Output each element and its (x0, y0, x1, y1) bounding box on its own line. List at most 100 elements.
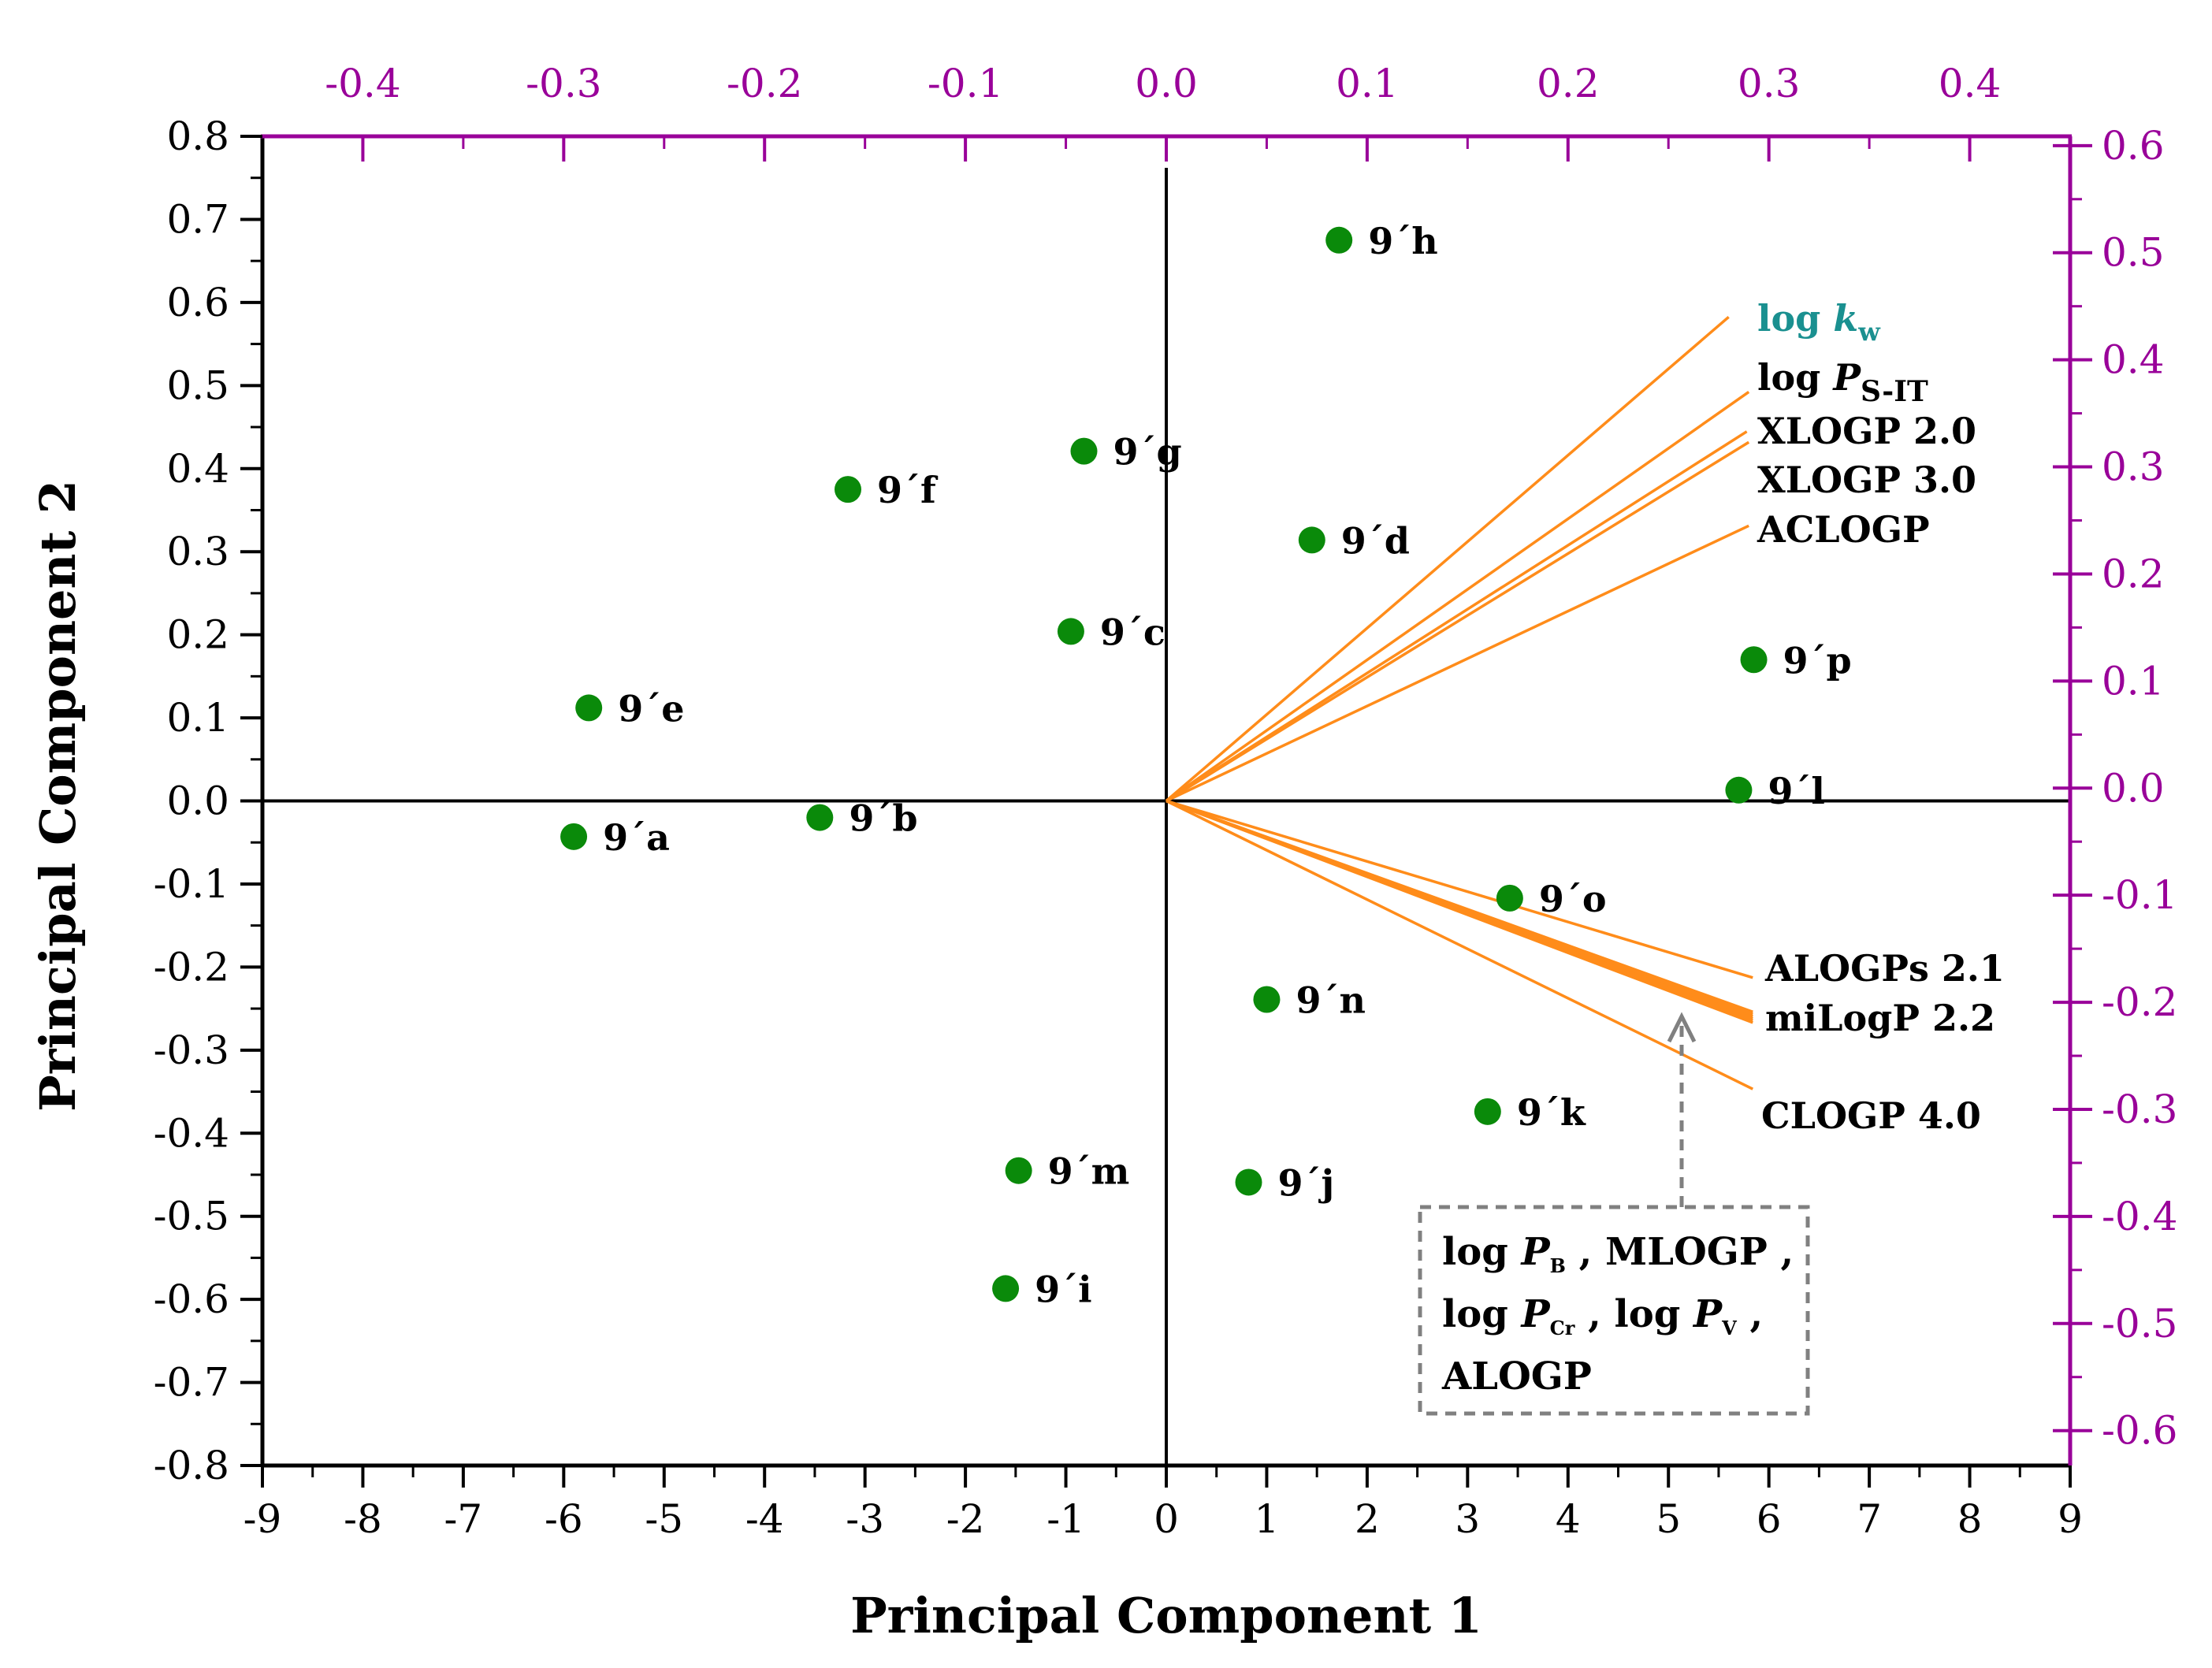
top-tick-label: -0.2 (727, 61, 802, 106)
x-tick-label: 2 (1355, 1496, 1380, 1542)
score-point-label: 9´o (1539, 878, 1607, 920)
label-log-kw: log kw (1757, 297, 1881, 347)
x-tick-label: 1 (1255, 1496, 1280, 1542)
y-tick-label: -0.7 (154, 1360, 229, 1406)
annotation-box (1418, 1205, 1810, 1416)
loading-vector (1165, 440, 1750, 802)
right-tick-label: 0.3 (2102, 444, 2165, 490)
loading-vector (1165, 799, 1753, 979)
right-tick-label: 0.6 (2102, 123, 2165, 169)
label-log-psit: log PS-IT (1757, 356, 1928, 408)
score-point-label: 9´l (1768, 770, 1824, 812)
y-tick-label: 0.5 (166, 362, 229, 408)
top-tick-label: 0.0 (1135, 61, 1198, 106)
right-tick-label: 0.5 (2102, 230, 2165, 276)
x-tick-label: -1 (1047, 1496, 1085, 1542)
score-points: 9´a 9´b 9´c 9´d 9´e 9´f 9´g 9´h 9´i 9´j 9´k 9´l 9´m 9… (560, 220, 1852, 1310)
right-tick-label: 0.1 (2102, 658, 2165, 704)
x-tick-label: 9 (2058, 1496, 2083, 1542)
y-axis-title: Principal Component 2 (29, 480, 87, 1112)
top-tick-label: 0.3 (1738, 61, 1801, 106)
y-tick-label: 0.4 (166, 446, 229, 492)
top-tick-label: -0.1 (928, 61, 1003, 106)
x-tick-label: 3 (1455, 1496, 1480, 1542)
score-point-label: 9´d (1341, 519, 1410, 562)
x-tick-label: -7 (444, 1496, 483, 1542)
x-tick-label: 4 (1556, 1496, 1581, 1542)
top-tick-label: -0.4 (325, 61, 400, 106)
right-tick-label: 0.4 (2102, 337, 2165, 383)
score-point (835, 476, 862, 503)
x-axis-title: Principal Component 1 (850, 1587, 1482, 1644)
y-tick-label: 0.6 (166, 280, 229, 325)
x-tick-label: -9 (244, 1496, 282, 1542)
y-tick-label: -0.5 (154, 1194, 229, 1239)
y-tick-label: -0.6 (154, 1276, 229, 1322)
x-tick-label: -5 (645, 1496, 683, 1542)
top-tick-label: 0.4 (1939, 61, 2002, 106)
score-point-label: 9´c (1100, 611, 1165, 653)
y-tick-label: -0.8 (154, 1443, 229, 1488)
y-tick-label: 0.3 (166, 529, 229, 574)
score-point (1005, 1157, 1032, 1184)
label-milogp: miLogP 2.2 (1765, 997, 1995, 1039)
score-point-label: 9´m (1048, 1150, 1130, 1193)
y-tick-label: 0.0 (166, 778, 229, 824)
x-tick-label: 8 (1957, 1496, 1983, 1542)
y-tick-label: -0.3 (154, 1027, 229, 1073)
loading-vector (1165, 524, 1749, 803)
loading-vector (1165, 430, 1748, 802)
top-tick-label: 0.2 (1537, 61, 1600, 106)
loading-vector (1165, 390, 1750, 802)
score-point (1725, 776, 1753, 804)
score-point (1474, 1098, 1501, 1125)
y-tick-label: 0.2 (166, 612, 229, 658)
x-tick-label: -6 (545, 1496, 583, 1542)
y-tick-label: -0.2 (154, 944, 229, 990)
score-point (1057, 618, 1084, 645)
x-tick-label: -3 (846, 1496, 884, 1542)
right-tick-label: -0.2 (2102, 979, 2177, 1025)
x-tick-label: 0 (1154, 1496, 1179, 1542)
score-point (1235, 1168, 1262, 1196)
label-xlogp2: XLOGP 2.0 (1757, 410, 1976, 452)
label-clogp: CLOGP 4.0 (1761, 1094, 1981, 1137)
score-point-label: 9´j (1278, 1161, 1335, 1204)
loading-labels: log kw log PS-IT XLOGP 2.0 XLOGP 3.0 ACL… (1757, 297, 2005, 1137)
right-tick-label: -0.3 (2102, 1087, 2177, 1132)
right-tick-label: -0.4 (2102, 1194, 2177, 1239)
x-tick-label: 7 (1857, 1496, 1882, 1542)
score-point-label: 9´f (877, 469, 939, 511)
x-tick-label: -2 (946, 1496, 985, 1542)
score-point-label: 9´e (618, 687, 684, 730)
x-tick-label: -4 (745, 1496, 784, 1542)
loading-vector (1165, 799, 1754, 1090)
right-tick-label: -0.1 (2102, 872, 2177, 918)
score-point (560, 823, 588, 850)
y-tick-label: -0.1 (154, 861, 229, 907)
score-point-label: 9´k (1517, 1091, 1586, 1134)
score-point-label: 9´i (1035, 1268, 1091, 1310)
score-point-label: 9´b (849, 797, 917, 840)
score-point (806, 804, 834, 831)
y-tick-label: 0.7 (166, 196, 229, 242)
annotation-line-1: log PB , MLOGP , (1442, 1230, 1794, 1277)
right-tick-label: 0.0 (2102, 765, 2165, 811)
score-point (1298, 526, 1325, 554)
score-point-label: 9´h (1368, 220, 1437, 262)
score-point-label: 9´a (603, 816, 670, 859)
score-point (1253, 986, 1281, 1013)
x-tick-label: 5 (1656, 1496, 1681, 1542)
score-point-label: 9´p (1783, 639, 1852, 682)
annotation-arrowhead (1667, 1012, 1697, 1043)
y-tick-label: 0.1 (166, 695, 229, 741)
y-tick-label: 0.8 (166, 113, 229, 159)
label-xlogp3: XLOGP 3.0 (1757, 459, 1976, 501)
score-point (1496, 884, 1523, 912)
top-tick-label: 0.1 (1336, 61, 1399, 106)
score-point (1070, 437, 1098, 465)
score-point-label: 9´g (1113, 431, 1181, 474)
annotation-line-2: log PCr , log PV , (1442, 1292, 1763, 1339)
y-tick-label: -0.4 (154, 1110, 229, 1156)
score-point (575, 694, 603, 722)
